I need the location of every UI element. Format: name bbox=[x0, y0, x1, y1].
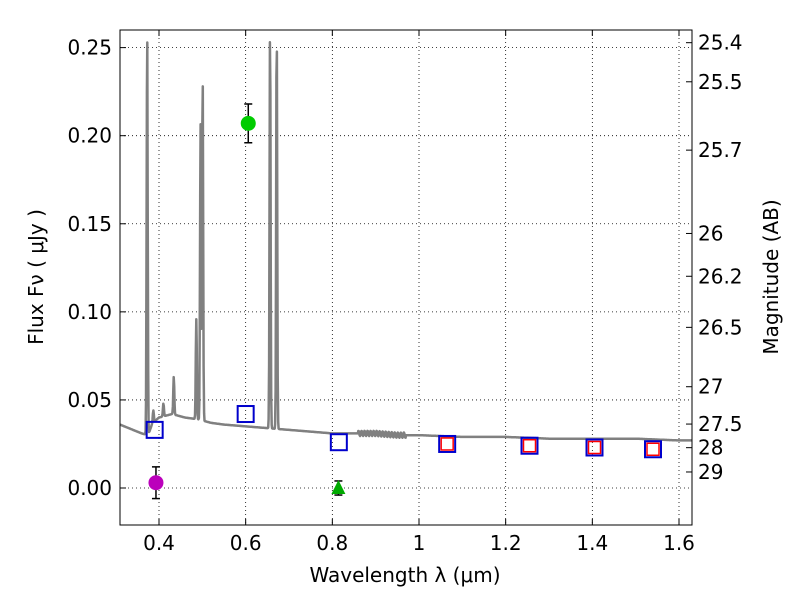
observed-flux-circle bbox=[240, 115, 256, 131]
x-tick-label: 1.2 bbox=[490, 531, 522, 555]
data-markers bbox=[145, 103, 662, 500]
observed-flux-square bbox=[522, 438, 537, 453]
x-tick-label: 1 bbox=[413, 531, 426, 555]
y-tick-label: 0.00 bbox=[67, 476, 112, 500]
model-flux-square bbox=[520, 436, 539, 455]
model-flux-square bbox=[329, 433, 348, 452]
model-flux-square bbox=[145, 420, 164, 439]
y-tick-label: 0.10 bbox=[67, 300, 112, 324]
model-flux-square bbox=[585, 438, 604, 457]
y-tick-label: 0.05 bbox=[67, 388, 112, 412]
x-tick-label: 1.6 bbox=[663, 531, 695, 555]
y-axis-left: 0.00 0.05 0.10 0.15 0.20 0.25 bbox=[67, 36, 126, 500]
y-tick-label: 0.15 bbox=[67, 212, 112, 236]
right-tick-label: 27.5 bbox=[698, 412, 743, 436]
grid-lines bbox=[120, 30, 692, 525]
spectrum-line bbox=[119, 40, 693, 442]
right-tick-label: 26.5 bbox=[698, 315, 743, 339]
plot-frame bbox=[119, 29, 693, 526]
right-tick-label: 25.4 bbox=[698, 31, 743, 55]
right-tick-label: 28 bbox=[698, 436, 723, 460]
upper-limit-triangle bbox=[331, 480, 346, 495]
right-tick-label: 26.2 bbox=[698, 264, 743, 288]
observed-flux-square bbox=[440, 437, 454, 451]
y-tick-label: 0.25 bbox=[67, 36, 112, 60]
y-tick-label: 0.20 bbox=[67, 124, 112, 148]
model-flux-square bbox=[236, 405, 255, 424]
observed-flux-circle bbox=[148, 475, 164, 491]
right-tick-label: 27 bbox=[698, 375, 723, 399]
right-tick-label: 26 bbox=[698, 221, 723, 245]
x-tick-label: 1.4 bbox=[576, 531, 608, 555]
model-flux-square bbox=[644, 440, 662, 459]
observed-flux-square bbox=[587, 440, 602, 455]
observed-flux-square bbox=[646, 442, 660, 457]
right-tick-label: 25.7 bbox=[698, 138, 743, 162]
x-tick-label: 0.6 bbox=[230, 531, 262, 555]
model-flux-square bbox=[438, 434, 457, 453]
y-axis-right-label: Magnitude (AB) bbox=[759, 199, 783, 354]
x-axis: 0.4 0.6 0.8 1 1.2 1.4 1.6 bbox=[143, 30, 695, 555]
x-axis-label: Wavelength λ (μm) bbox=[309, 563, 500, 587]
right-tick-label: 25.5 bbox=[698, 70, 743, 94]
x-tick-label: 0.4 bbox=[143, 531, 175, 555]
y-axis-label: Flux Fν ( μJy ) bbox=[24, 209, 48, 345]
model-spectrum bbox=[119, 40, 693, 442]
right-tick-label: 29 bbox=[698, 460, 723, 484]
x-tick-label: 0.8 bbox=[316, 531, 348, 555]
